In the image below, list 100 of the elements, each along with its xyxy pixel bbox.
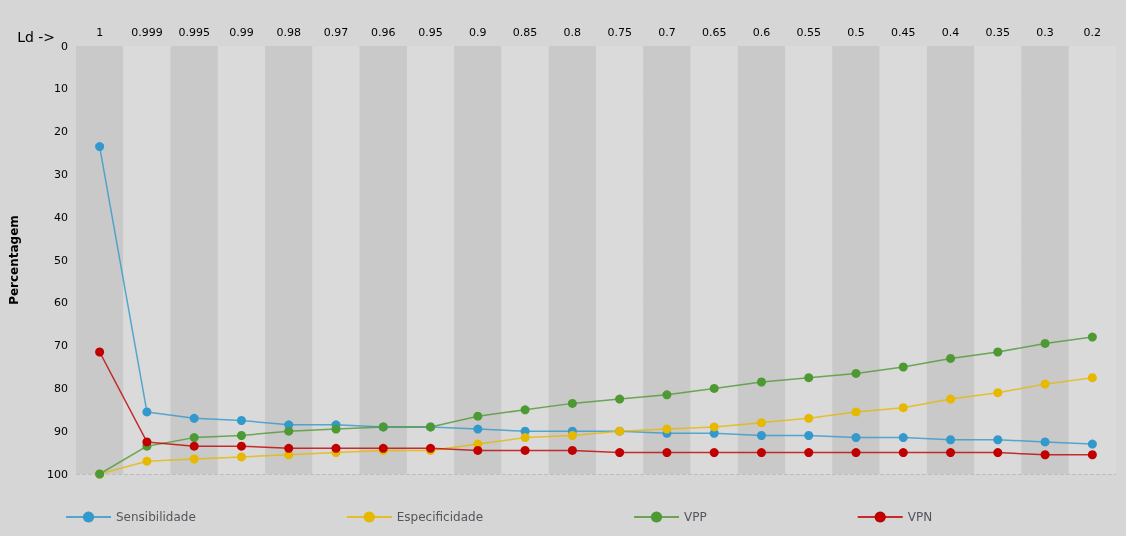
point — [284, 426, 294, 436]
point — [142, 437, 152, 447]
point — [142, 456, 152, 466]
y-tick-label: 30 — [54, 167, 68, 181]
point — [236, 430, 246, 440]
point — [473, 411, 483, 421]
point — [1087, 439, 1097, 449]
x-tick-label: 0.85 — [512, 26, 538, 39]
point — [520, 433, 530, 443]
point — [946, 435, 956, 445]
point — [236, 452, 246, 462]
point — [189, 433, 199, 443]
point — [1087, 332, 1097, 342]
x-tick-label: 1 — [96, 26, 104, 39]
point — [1040, 437, 1050, 447]
point — [756, 430, 766, 440]
x-tick-label: 0.45 — [891, 26, 916, 39]
point — [662, 390, 672, 400]
y-tick-label: 10 — [54, 82, 68, 96]
point — [615, 394, 625, 404]
point — [993, 347, 1003, 357]
point — [520, 405, 530, 415]
x-tick-label: 0.35 — [985, 26, 1011, 39]
point — [1040, 450, 1050, 460]
x-tick-label: 0.8 — [563, 26, 582, 39]
point — [804, 448, 814, 458]
legend-label: VPP — [684, 510, 707, 524]
x-tick-label: 0.5 — [847, 26, 865, 39]
x-tick-label: 0.95 — [418, 26, 443, 39]
point — [567, 398, 577, 408]
point — [1087, 450, 1097, 460]
y-tick-label: 70 — [54, 339, 68, 353]
legend-label: VPN — [907, 510, 933, 524]
y-tick-label: 60 — [54, 296, 68, 310]
point — [189, 454, 199, 464]
point — [993, 448, 1003, 458]
x-tick-label: 0.98 — [276, 26, 301, 39]
x-axis-title: Ld -> — [17, 29, 56, 45]
y-tick-label: 40 — [54, 210, 68, 224]
x-tick-label: 0.9 — [469, 26, 487, 39]
point — [473, 445, 483, 455]
point — [520, 445, 530, 455]
point — [567, 445, 577, 455]
point — [662, 424, 672, 434]
point — [709, 383, 719, 393]
point — [851, 407, 861, 417]
point — [993, 435, 1003, 445]
point — [236, 416, 246, 425]
point — [1087, 373, 1097, 383]
point — [993, 388, 1003, 398]
x-tick-label: 0.3 — [1036, 26, 1054, 39]
x-tick-label: 0.97 — [323, 26, 349, 39]
point — [851, 368, 861, 378]
point — [473, 424, 483, 434]
y-tick-label: 100 — [47, 467, 68, 481]
point — [756, 448, 766, 458]
y-axis-title: Percentagem — [7, 215, 21, 305]
point — [567, 430, 577, 440]
y-tick-label: 0 — [61, 39, 68, 53]
x-tick-label: 0.75 — [607, 26, 632, 39]
x-tick-label: 0.55 — [796, 26, 821, 39]
point — [1040, 379, 1050, 389]
point — [946, 448, 956, 458]
point — [898, 362, 908, 372]
point — [851, 448, 861, 458]
x-tick-label: 0.65 — [701, 26, 727, 39]
point — [851, 433, 861, 443]
point — [331, 443, 341, 453]
point — [898, 448, 908, 458]
point — [95, 347, 105, 357]
point — [946, 394, 956, 404]
x-tick-label: 0.2 — [1083, 26, 1102, 39]
point — [709, 422, 719, 432]
point — [615, 448, 625, 458]
point — [331, 424, 341, 434]
point — [95, 142, 105, 152]
point — [1040, 338, 1050, 348]
point — [804, 373, 814, 383]
x-tick-label: 0.7 — [658, 26, 676, 39]
legend-label: Especificidade — [396, 510, 484, 524]
legend-label: Sensibilidade — [116, 510, 196, 524]
point — [709, 448, 719, 458]
x-tick-label: 0.995 — [178, 26, 210, 39]
point — [804, 430, 814, 440]
point — [284, 443, 294, 453]
point — [756, 418, 766, 428]
y-tick-label: 50 — [54, 253, 68, 267]
x-tick-label: 0.99 — [229, 26, 254, 39]
y-tick-label: 90 — [54, 424, 68, 438]
point — [898, 403, 908, 413]
point — [189, 413, 199, 423]
y-tick-label: 20 — [54, 125, 68, 139]
point — [142, 407, 152, 417]
y-tick-label: 80 — [54, 381, 68, 395]
point — [756, 377, 766, 387]
x-tick-label: 0.6 — [752, 26, 771, 39]
point — [189, 441, 199, 451]
point — [236, 441, 246, 451]
point — [804, 413, 814, 423]
point — [662, 448, 672, 458]
